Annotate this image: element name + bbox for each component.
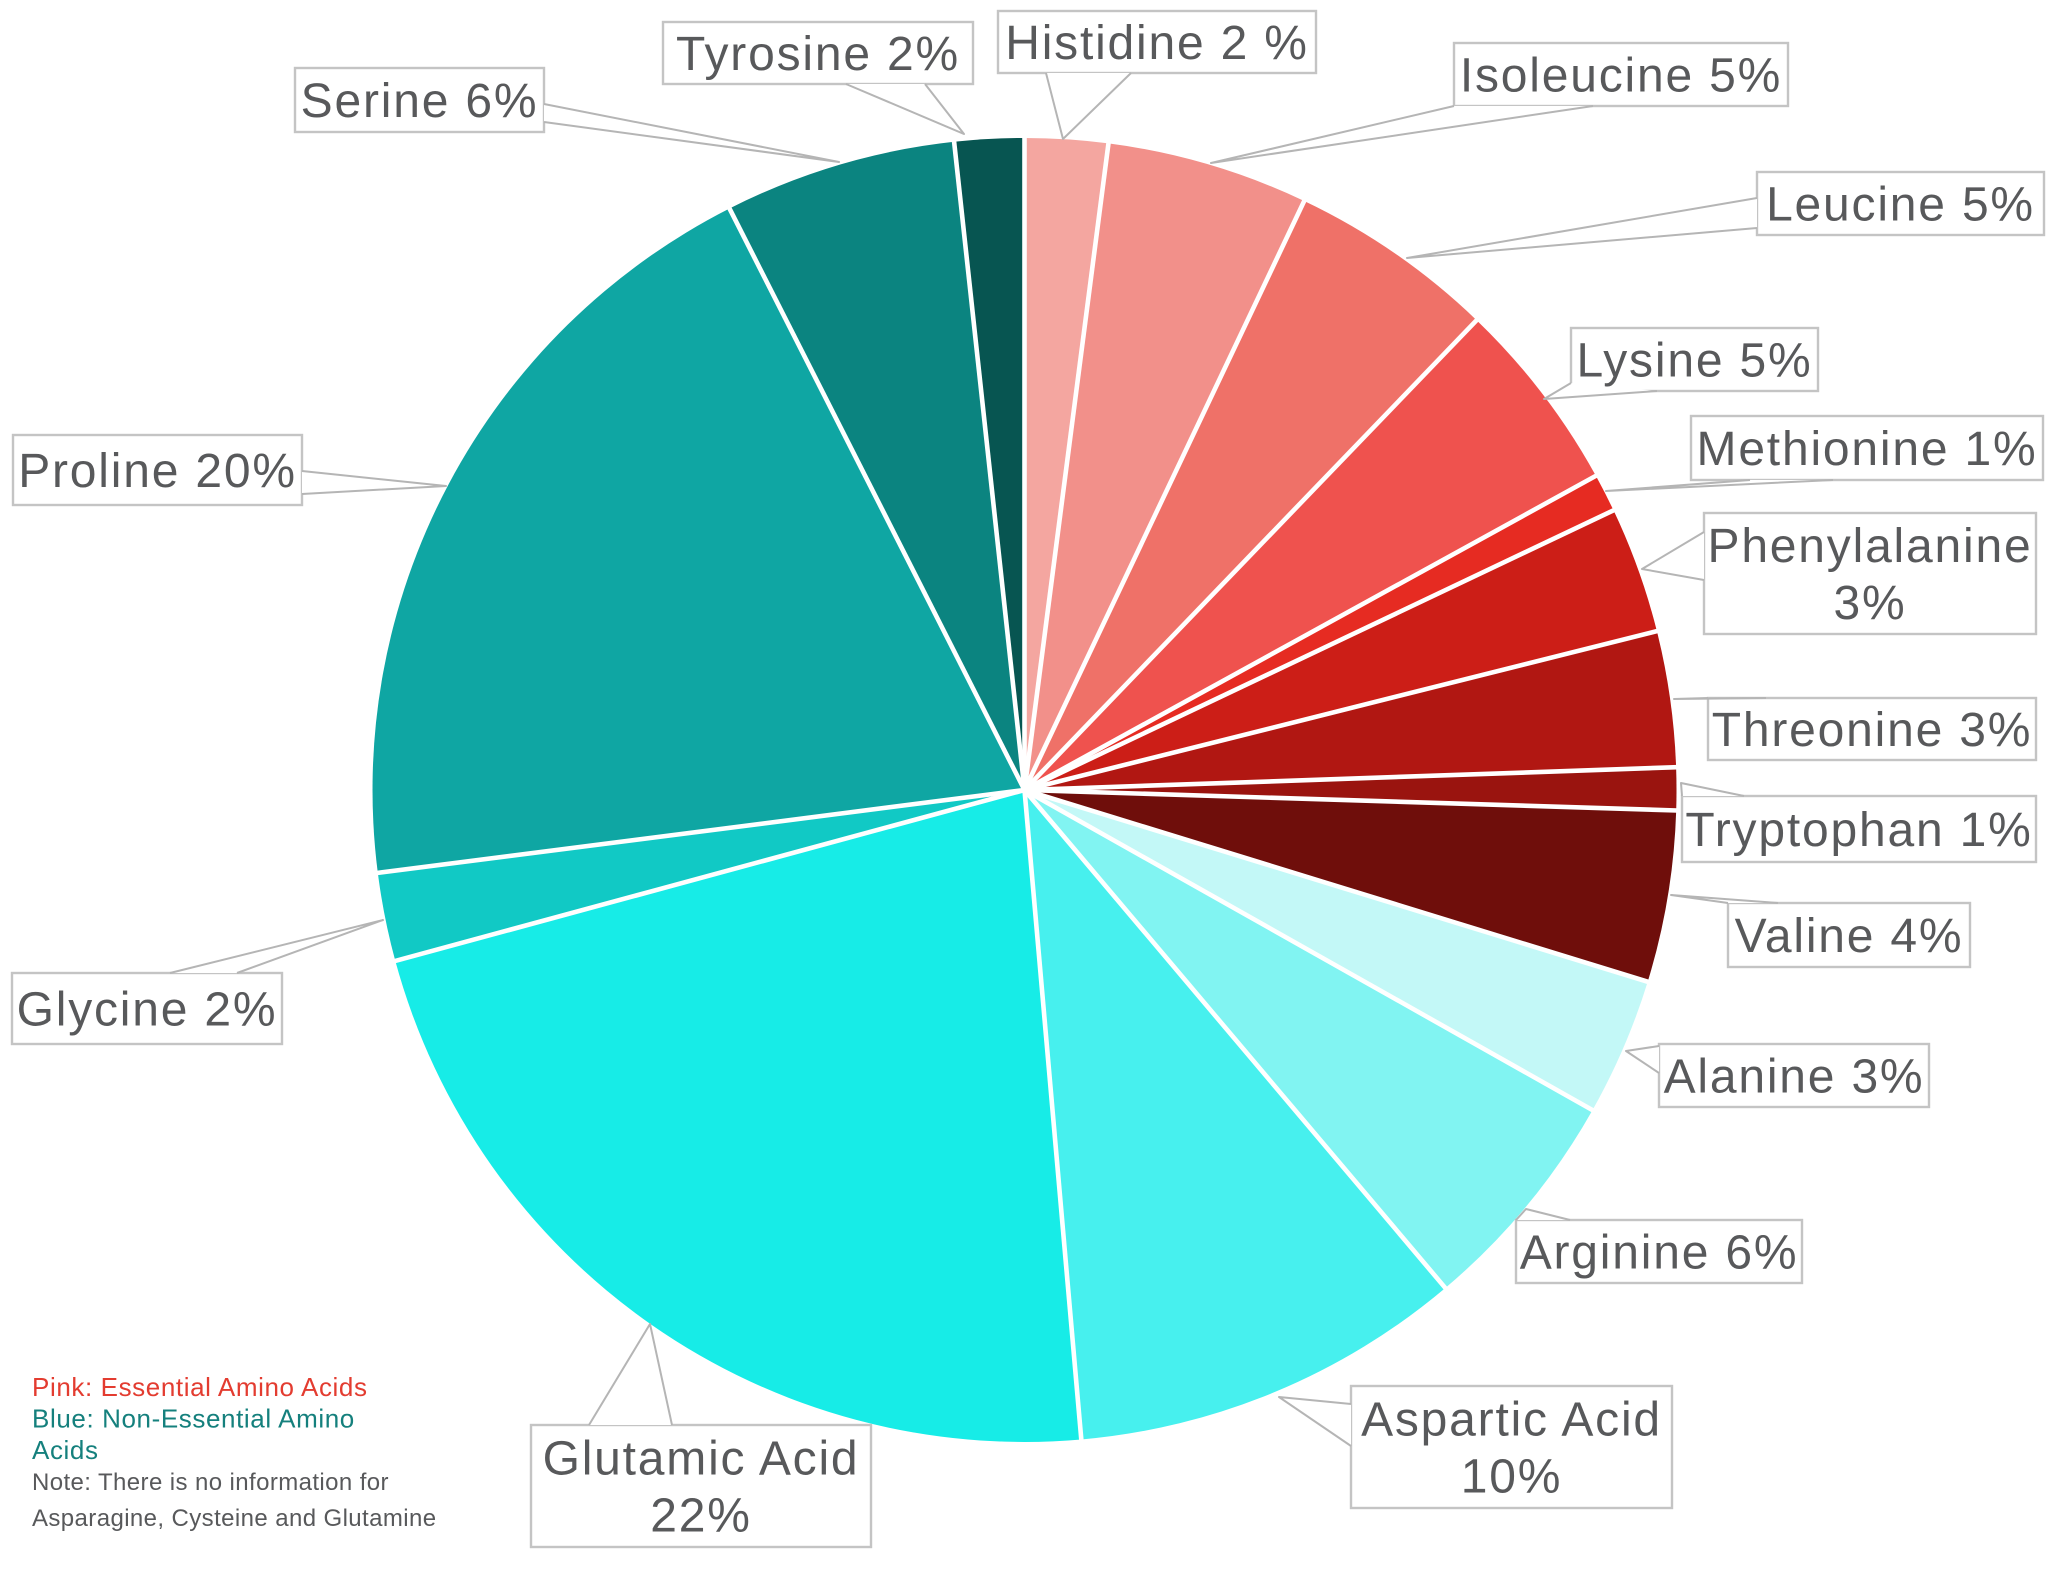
svg-text:Proline 20%: Proline 20% <box>18 445 297 498</box>
svg-text:Note: There is no information: Note: There is no information for <box>32 1469 389 1496</box>
svg-text:Blue: Non-Essential Amino: Blue: Non-Essential Amino <box>32 1404 355 1434</box>
svg-text:Threonine 3%: Threonine 3% <box>1712 704 2032 757</box>
svg-text:Tyrosine 2%: Tyrosine 2% <box>676 28 960 81</box>
svg-text:Asparagine, Cysteine and Gluta: Asparagine, Cysteine and Glutamine <box>32 1505 437 1532</box>
svg-text:Lysine 5%: Lysine 5% <box>1577 334 1813 387</box>
svg-text:Tryptophan 1%: Tryptophan 1% <box>1685 804 2032 857</box>
svg-text:Aspartic Acid: Aspartic Acid <box>1361 1393 1662 1446</box>
svg-text:Phenylalanine: Phenylalanine <box>1708 520 2033 573</box>
svg-text:Arginine 6%: Arginine 6% <box>1520 1226 1799 1279</box>
svg-text:Isoleucine 5%: Isoleucine 5% <box>1460 49 1782 102</box>
svg-text:Acids: Acids <box>32 1435 99 1465</box>
svg-text:Glycine 2%: Glycine 2% <box>17 983 278 1036</box>
svg-text:Methionine 1%: Methionine 1% <box>1697 423 2038 476</box>
svg-text:10%: 10% <box>1461 1450 1562 1503</box>
svg-text:Valine 4%: Valine 4% <box>1735 910 1964 963</box>
svg-text:3%: 3% <box>1834 577 1907 630</box>
svg-text:Glutamic Acid: Glutamic Acid <box>543 1432 860 1485</box>
svg-text:Pink: Essential Amino Acids: Pink: Essential Amino Acids <box>32 1372 368 1402</box>
svg-text:Leucine 5%: Leucine 5% <box>1766 178 2035 231</box>
svg-text:Serine 6%: Serine 6% <box>301 75 539 128</box>
svg-text:22%: 22% <box>650 1489 751 1542</box>
svg-text:Histidine 2 %: Histidine 2 % <box>1005 17 1309 70</box>
svg-text:Alanine 3%: Alanine 3% <box>1664 1050 1925 1103</box>
